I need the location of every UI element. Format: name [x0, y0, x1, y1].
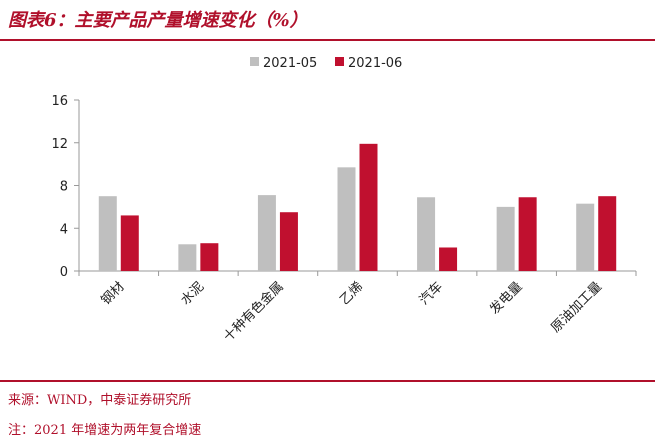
y-tick-label: 12	[51, 137, 68, 152]
x-category-label: 十种有色金属	[220, 279, 286, 345]
x-category-label: 汽车	[416, 279, 446, 309]
legend-label-2021-05: 2021-05	[263, 56, 317, 71]
bar-chart: 0 4 8 12 16 钢材 水泥 十种有色金属 乙烯 汽车 发电量 原油加工量 2021-05 2021…	[51, 56, 637, 345]
y-tick-label: 16	[51, 94, 68, 109]
bar-2021-05-钢材	[98, 196, 117, 271]
bar-2021-06-发电量	[518, 197, 537, 271]
bar-2021-06-十种有色金属	[279, 212, 298, 271]
y-tick-label: 0	[60, 265, 68, 280]
bar-2021-05-水泥	[178, 244, 197, 271]
legend-swatch-2021-06	[335, 57, 344, 66]
bar-2021-05-发电量	[496, 206, 515, 271]
legend-label-2021-06: 2021-06	[348, 56, 402, 71]
title-divider	[0, 39, 655, 41]
x-category-label: 发电量	[487, 279, 526, 318]
bar-2021-06-乙烯	[359, 143, 378, 271]
x-category-label: 原油加工量	[548, 279, 605, 336]
note-text: 注：2021 年增速为两年复合增速	[8, 423, 202, 438]
bar-2021-05-乙烯	[337, 167, 356, 271]
bar-2021-06-汽车	[439, 247, 458, 271]
bar-2021-06-水泥	[200, 243, 219, 271]
y-tick-label: 8	[60, 180, 68, 195]
footer-divider	[0, 380, 655, 382]
chart-title: 图表6：主要产品产量增速变化（%）	[8, 10, 308, 31]
source-text: 来源：WIND，中泰证券研究所	[8, 393, 192, 408]
bar-2021-05-汽车	[417, 197, 436, 271]
x-category-label: 乙烯	[337, 279, 366, 308]
bar-2021-06-钢材	[120, 215, 139, 271]
bar-2021-06-原油加工量	[598, 196, 617, 271]
x-category-label: 水泥	[178, 279, 207, 308]
x-category-label: 钢材	[99, 279, 128, 308]
legend-swatch-2021-05	[250, 57, 259, 66]
bar-2021-05-原油加工量	[576, 203, 595, 271]
y-tick-label: 4	[60, 222, 68, 237]
bar-2021-05-十种有色金属	[257, 195, 276, 271]
